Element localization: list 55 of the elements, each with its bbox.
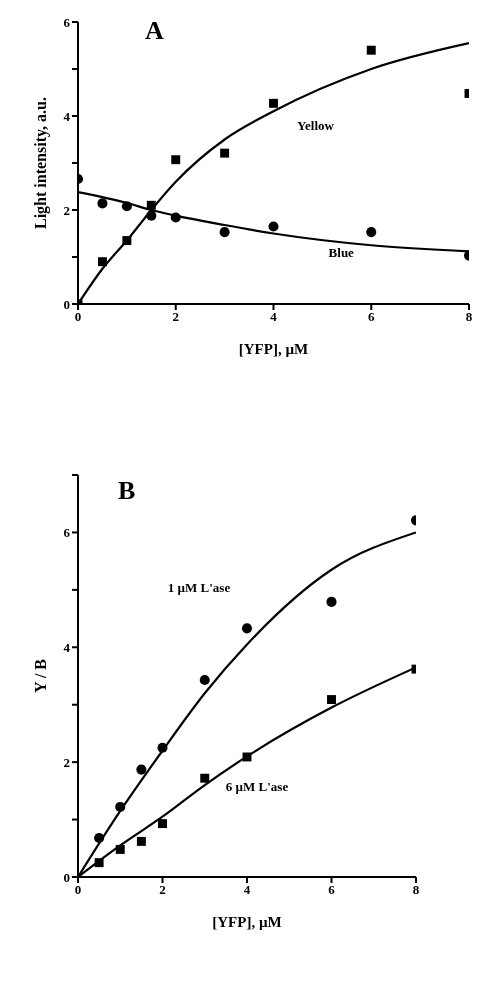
point [171, 155, 181, 165]
point [115, 801, 126, 812]
x-tick-label: 6 [368, 309, 375, 325]
point [115, 844, 125, 854]
point [241, 623, 253, 634]
point [327, 695, 336, 705]
point [269, 98, 278, 108]
point [366, 227, 377, 238]
x-tick-label: 6 [328, 882, 336, 898]
x-tick-label: 8 [412, 882, 420, 898]
x-tick-label: 2 [172, 309, 179, 325]
x-tick-label: 4 [270, 309, 278, 325]
y-tick-label: 0 [63, 296, 70, 312]
point [220, 148, 230, 158]
series-label: Blue [328, 244, 355, 260]
point [122, 236, 132, 246]
series-label: Yellow [297, 117, 335, 133]
point [146, 200, 156, 210]
y-tick-label: 6 [63, 525, 71, 541]
x-tick-label: 4 [243, 882, 251, 898]
point [200, 773, 210, 783]
point [121, 201, 132, 212]
y-axis-title: Y / B [31, 658, 49, 694]
y-tick-label: 0 [63, 869, 70, 885]
y-tick-label: 2 [63, 754, 70, 770]
point [326, 596, 337, 607]
point [170, 212, 181, 223]
point [136, 836, 146, 846]
y-tick-label: 4 [63, 108, 71, 124]
point [366, 45, 376, 55]
point [146, 210, 157, 221]
point [219, 227, 230, 238]
y-axis-title: Light intensity, a.u. [31, 96, 50, 230]
point [136, 764, 147, 775]
y-tick-label: 2 [63, 202, 70, 218]
point [94, 832, 105, 843]
x-tick-label: 0 [74, 309, 82, 325]
point [268, 221, 279, 232]
x-axis-title: [YFP], µM [238, 341, 309, 357]
point [158, 819, 167, 829]
chart-title: A [145, 16, 164, 46]
y-tick-label: 4 [63, 639, 71, 655]
x-tick-label: 2 [159, 882, 166, 898]
y-tick-label: 6 [63, 14, 71, 30]
x-axis-title: [YFP], µM [212, 914, 282, 930]
point [199, 674, 210, 686]
point [157, 742, 168, 753]
point [97, 198, 108, 209]
x-tick-label: 8 [465, 309, 473, 325]
x-tick-label: 0 [74, 882, 82, 898]
series-label: 6 µM L'ase [225, 779, 289, 795]
text: 1 µM L'ase [167, 579, 231, 595]
point [97, 257, 107, 267]
chart-title: B [118, 476, 136, 506]
point [94, 858, 104, 868]
